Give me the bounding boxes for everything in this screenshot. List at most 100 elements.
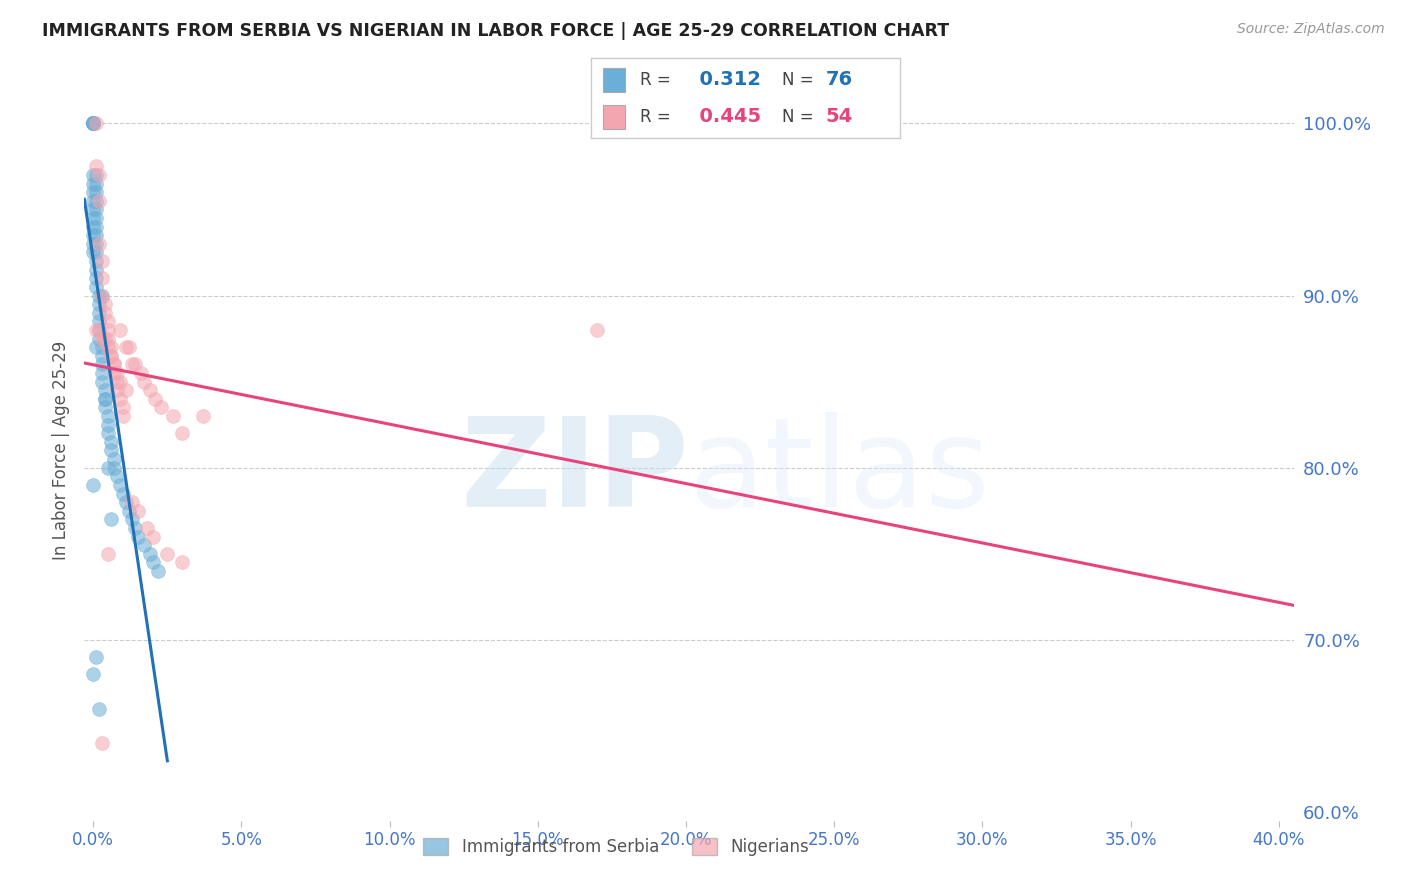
Point (82, 116, 104, 130)
FancyBboxPatch shape (603, 104, 624, 128)
Point (115, 495, 138, 509)
Point (82, 219, 104, 234)
Point (97, 426, 120, 441)
Point (103, 357, 125, 371)
Point (148, 564, 170, 578)
Text: 54: 54 (825, 107, 853, 126)
Point (108, 323, 131, 337)
Point (84, 245, 107, 260)
Point (162, 409, 184, 423)
Point (82, 185, 104, 199)
Point (82, 202, 104, 217)
Text: N =: N = (782, 108, 814, 126)
Point (84, 168, 107, 182)
Point (105, 366, 128, 380)
Point (97, 340, 120, 354)
Point (84, 280, 107, 294)
Point (89, 702, 111, 716)
Point (100, 443, 122, 458)
Point (84, 177, 107, 191)
Point (156, 547, 179, 561)
Point (105, 375, 128, 389)
Point (89, 323, 111, 337)
Point (82, 116, 104, 130)
Point (82, 116, 104, 130)
Point (105, 383, 128, 397)
Point (91, 736, 114, 750)
Point (145, 392, 167, 406)
Point (91, 332, 114, 346)
Legend: Immigrants from Serbia, Nigerians: Immigrants from Serbia, Nigerians (415, 830, 818, 864)
Point (141, 555, 163, 569)
Point (82, 116, 104, 130)
Point (89, 314, 111, 328)
Point (141, 530, 163, 544)
Point (172, 426, 194, 441)
Point (84, 650, 107, 665)
Point (121, 357, 143, 371)
Point (89, 288, 111, 302)
Point (105, 469, 128, 483)
Point (97, 460, 120, 475)
Point (82, 116, 104, 130)
Point (111, 486, 134, 500)
Text: Source: ZipAtlas.com: Source: ZipAtlas.com (1237, 22, 1385, 37)
Point (100, 340, 122, 354)
Point (100, 434, 122, 449)
Point (586, 323, 609, 337)
Point (84, 228, 107, 243)
Point (138, 547, 160, 561)
Point (94, 392, 117, 406)
Point (84, 340, 107, 354)
Point (94, 297, 117, 311)
Point (103, 460, 125, 475)
Point (91, 288, 114, 302)
Point (135, 521, 157, 535)
Text: atlas: atlas (689, 412, 991, 533)
Point (82, 116, 104, 130)
Point (132, 538, 155, 552)
Point (172, 555, 194, 569)
Point (89, 194, 111, 208)
Point (91, 340, 114, 354)
Point (97, 547, 120, 561)
Text: 0.445: 0.445 (686, 107, 762, 126)
Point (97, 314, 120, 328)
Point (82, 194, 104, 208)
Point (118, 340, 141, 354)
Point (91, 271, 114, 285)
Point (100, 512, 122, 526)
Y-axis label: In Labor Force | Age 25-29: In Labor Force | Age 25-29 (52, 341, 70, 560)
Text: R =: R = (640, 70, 671, 88)
Point (91, 366, 114, 380)
Point (89, 306, 111, 320)
Point (127, 530, 149, 544)
Point (111, 401, 134, 415)
Point (89, 332, 111, 346)
Point (84, 160, 107, 174)
Point (100, 349, 122, 363)
Point (103, 366, 125, 380)
Point (138, 383, 160, 397)
Point (84, 262, 107, 277)
Point (97, 409, 120, 423)
Point (103, 452, 125, 467)
Point (97, 323, 120, 337)
Point (108, 478, 131, 492)
Point (191, 409, 214, 423)
Text: ZIP: ZIP (460, 412, 689, 533)
Point (97, 417, 120, 432)
Point (82, 211, 104, 225)
Point (84, 219, 107, 234)
Point (108, 375, 131, 389)
Point (94, 383, 117, 397)
Point (100, 349, 122, 363)
Point (82, 116, 104, 130)
Point (89, 297, 111, 311)
Point (111, 409, 134, 423)
Point (108, 392, 131, 406)
Point (129, 366, 152, 380)
Point (82, 116, 104, 130)
Point (84, 271, 107, 285)
Point (91, 349, 114, 363)
